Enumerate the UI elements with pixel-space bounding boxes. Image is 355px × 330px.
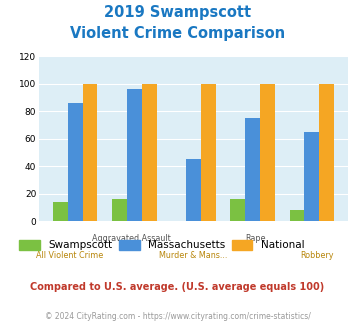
Legend: Swampscott, Massachusetts, National: Swampscott, Massachusetts, National	[20, 240, 304, 250]
Bar	[127, 89, 142, 221]
Text: Robbery: Robbery	[300, 251, 334, 260]
Text: Rape: Rape	[245, 234, 266, 243]
Text: All Violent Crime: All Violent Crime	[36, 251, 104, 260]
Bar	[112, 199, 127, 221]
Bar	[245, 118, 260, 221]
Text: Violent Crime Comparison: Violent Crime Comparison	[70, 26, 285, 41]
Bar	[68, 103, 83, 221]
Text: Compared to U.S. average. (U.S. average equals 100): Compared to U.S. average. (U.S. average …	[31, 282, 324, 292]
Bar	[53, 202, 68, 221]
Bar	[83, 83, 97, 221]
Bar	[186, 159, 201, 221]
Bar	[142, 83, 157, 221]
Bar	[319, 83, 334, 221]
Text: Murder & Mans...: Murder & Mans...	[159, 251, 228, 260]
Bar	[230, 199, 245, 221]
Bar	[260, 83, 275, 221]
Text: Aggravated Assault: Aggravated Assault	[92, 234, 171, 243]
Text: © 2024 CityRating.com - https://www.cityrating.com/crime-statistics/: © 2024 CityRating.com - https://www.city…	[45, 312, 310, 321]
Bar	[304, 132, 319, 221]
Text: 2019 Swampscott: 2019 Swampscott	[104, 5, 251, 20]
Bar	[201, 83, 215, 221]
Bar	[290, 210, 304, 221]
